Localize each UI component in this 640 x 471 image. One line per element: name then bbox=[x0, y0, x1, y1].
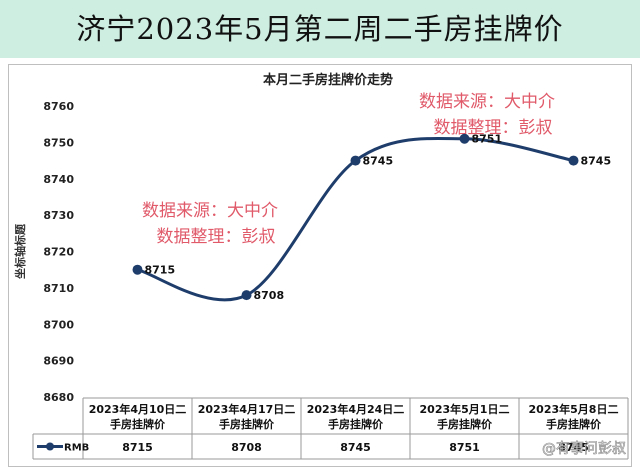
data-label: 8745 bbox=[581, 155, 612, 168]
data-point bbox=[568, 155, 579, 166]
y-tick-label: 8710 bbox=[43, 282, 74, 295]
data-label: 8715 bbox=[145, 264, 176, 277]
x-category-label-line1: 2023年4月10日二 bbox=[89, 402, 187, 416]
y-tick-label: 8720 bbox=[43, 246, 74, 259]
plot-area: 8715 8708 8745 8751 8745 bbox=[132, 133, 612, 302]
y-tick-label: 8680 bbox=[43, 391, 74, 404]
x-category-label-line1: 2023年4月24日二 bbox=[307, 402, 405, 416]
x-category-label-line2: 手房挂牌价 bbox=[546, 417, 602, 431]
y-tick-label: 8740 bbox=[43, 173, 74, 186]
table-value-cell: 8715 bbox=[122, 441, 153, 454]
title-banner: 济宁2023年5月第二周二手房挂牌价 bbox=[0, 0, 640, 58]
x-category-label-line2: 手房挂牌价 bbox=[219, 417, 275, 431]
x-category-label-line1: 2023年4月17日二 bbox=[198, 402, 296, 416]
y-tick-label: 8690 bbox=[43, 355, 74, 368]
x-category-label-line2: 手房挂牌价 bbox=[437, 417, 493, 431]
x-category-label-line2: 手房挂牌价 bbox=[328, 417, 384, 431]
watermark: @有事问彭叔 bbox=[524, 440, 626, 457]
y-tick-label: 8750 bbox=[43, 136, 74, 149]
x-category-label-line1: 2023年5月1日二 bbox=[420, 402, 510, 416]
x-category-label-line2: 手房挂牌价 bbox=[110, 417, 166, 431]
y-tick-label: 8700 bbox=[43, 318, 74, 331]
data-point bbox=[241, 290, 252, 301]
watermark-logo-icon bbox=[524, 440, 540, 456]
table-value-cell: 8745 bbox=[558, 441, 589, 454]
table-value-cell: 8708 bbox=[231, 441, 262, 454]
series-line-rmb bbox=[137, 136, 574, 302]
data-point bbox=[459, 133, 470, 144]
table-value-cell: 8751 bbox=[449, 441, 480, 454]
y-tick-label: 8730 bbox=[43, 209, 74, 222]
data-table: 2023年4月10日二手房挂牌价87152023年4月17日二手房挂牌价8708… bbox=[32, 397, 629, 460]
legend-series-name: RMB bbox=[64, 443, 89, 454]
annotation-organizer: 数据整理：彭叔 bbox=[157, 227, 276, 247]
annotation-organizer: 数据整理：彭叔 bbox=[434, 118, 553, 138]
data-label: 8751 bbox=[472, 133, 503, 146]
y-tick-label: 8760 bbox=[43, 100, 74, 113]
table-value-cell: 8745 bbox=[340, 441, 371, 454]
page-title: 济宁2023年5月第二周二手房挂牌价 bbox=[76, 12, 564, 46]
annotation-source: 数据来源：大中介 bbox=[419, 92, 555, 112]
y-axis-ticks: 8680 8690 8700 8710 8720 8730 8740 8750 8760 bbox=[43, 100, 74, 404]
chart-title: 本月二手房挂牌价走势 bbox=[263, 72, 393, 88]
x-category-label-line1: 2023年5月8日二 bbox=[529, 402, 619, 416]
data-label: 8745 bbox=[363, 155, 394, 168]
data-point bbox=[350, 155, 361, 166]
y-axis-title: 坐标轴标题 bbox=[13, 223, 27, 279]
annotation-source: 数据来源：大中介 bbox=[142, 201, 278, 221]
data-label: 8708 bbox=[254, 289, 285, 302]
chart-frame bbox=[8, 64, 632, 467]
legend-marker-key bbox=[46, 442, 54, 451]
watermark-text: @有事问彭叔 bbox=[542, 441, 626, 457]
data-point bbox=[132, 264, 143, 275]
